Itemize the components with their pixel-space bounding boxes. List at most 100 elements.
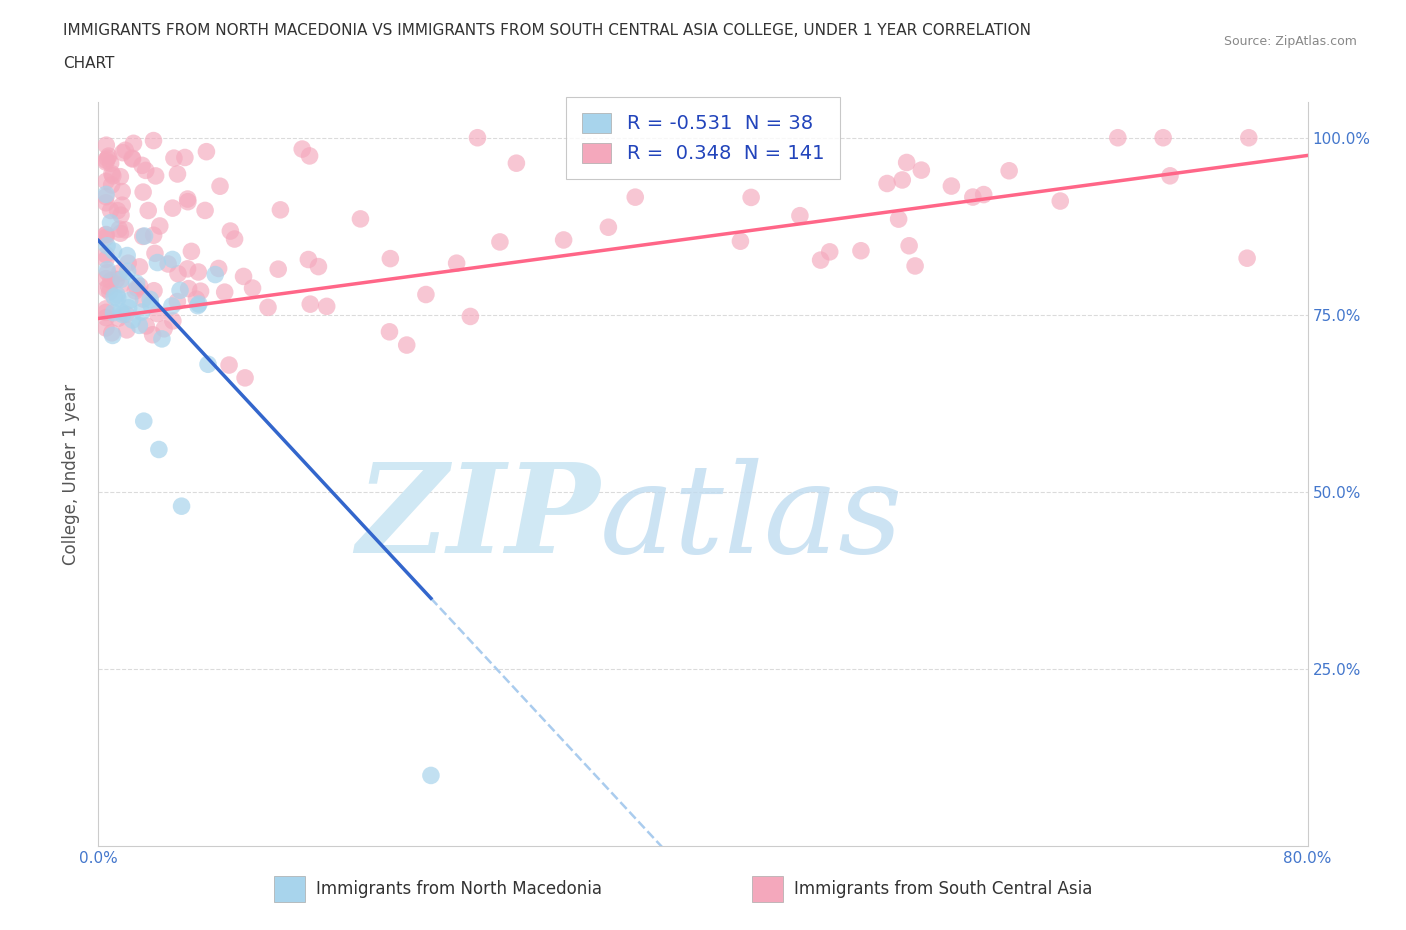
Text: CHART: CHART <box>63 56 115 71</box>
Point <box>208 261 231 276</box>
Point <box>162 252 184 267</box>
Point <box>307 259 329 274</box>
Point <box>177 194 200 209</box>
Point <box>166 294 188 309</box>
Point <box>197 357 219 372</box>
Legend: R = -0.531  N = 38, R =  0.348  N = 141: R = -0.531 N = 38, R = 0.348 N = 141 <box>567 97 839 179</box>
Point <box>115 248 138 263</box>
Point <box>195 144 218 159</box>
Point <box>176 261 198 276</box>
Point <box>94 252 117 267</box>
Point <box>128 259 150 274</box>
Point <box>160 299 183 313</box>
Point <box>143 284 166 299</box>
Point <box>114 143 136 158</box>
Point <box>105 287 128 302</box>
Point <box>118 300 141 315</box>
Point <box>898 238 921 253</box>
Point <box>505 155 527 170</box>
Point <box>111 184 134 199</box>
Point <box>121 151 143 166</box>
Point <box>233 370 256 385</box>
Point <box>108 266 131 281</box>
Point <box>219 223 242 238</box>
Point <box>94 174 117 189</box>
Point <box>149 219 172 233</box>
Point <box>94 195 117 210</box>
Point <box>415 287 437 302</box>
Point <box>142 133 165 148</box>
Point <box>1236 251 1258 266</box>
Point <box>150 331 173 346</box>
Point <box>121 312 143 327</box>
Point <box>232 269 254 284</box>
Point <box>94 282 117 297</box>
Text: Immigrants from North Macedonia: Immigrants from North Macedonia <box>316 880 602 897</box>
Point <box>204 267 226 282</box>
Point <box>107 204 129 219</box>
Point <box>110 226 132 241</box>
Point <box>103 244 125 259</box>
Point <box>142 228 165 243</box>
Point <box>114 222 136 237</box>
Point <box>94 227 117 242</box>
Point <box>131 304 153 319</box>
Point <box>904 259 927 273</box>
Point <box>100 203 122 218</box>
Point <box>176 192 198 206</box>
Point <box>190 284 212 299</box>
Point <box>395 338 418 352</box>
Point <box>598 219 620 234</box>
Point <box>125 281 148 296</box>
Point <box>111 145 134 160</box>
Point <box>110 207 132 222</box>
Point <box>115 323 138 338</box>
Point <box>818 245 841 259</box>
Point <box>224 232 246 246</box>
Point <box>187 299 209 313</box>
Point <box>460 309 482 324</box>
Point <box>100 156 122 171</box>
Text: IMMIGRANTS FROM NORTH MACEDONIA VS IMMIGRANTS FROM SOUTH CENTRAL ASIA COLLEGE, U: IMMIGRANTS FROM NORTH MACEDONIA VS IMMIG… <box>63 23 1031 38</box>
Point <box>94 305 117 320</box>
Point <box>128 279 150 294</box>
Point <box>153 322 176 337</box>
Point <box>111 198 134 213</box>
Point <box>163 151 186 166</box>
Y-axis label: College, Under 1 year: College, Under 1 year <box>62 384 80 565</box>
Point <box>121 152 143 166</box>
Point <box>174 150 197 165</box>
Point <box>103 289 125 304</box>
Point <box>298 149 321 164</box>
Point <box>122 136 145 151</box>
Point <box>97 149 120 164</box>
Point <box>115 307 138 322</box>
Text: Immigrants from South Central Asia: Immigrants from South Central Asia <box>794 880 1092 897</box>
Point <box>896 155 918 170</box>
Point <box>146 306 169 321</box>
Point <box>810 253 832 268</box>
Point <box>98 285 121 299</box>
Point <box>110 304 132 319</box>
Point <box>145 168 167 183</box>
Point <box>94 311 117 325</box>
Point <box>876 176 898 191</box>
Point <box>110 169 132 184</box>
Point <box>101 326 124 340</box>
Point <box>94 272 117 286</box>
Point <box>139 298 162 312</box>
Point <box>107 311 129 325</box>
Point <box>110 272 132 286</box>
Point <box>142 327 165 342</box>
Point <box>162 313 184 328</box>
Point <box>194 203 217 218</box>
Point <box>420 768 443 783</box>
Point <box>887 212 910 227</box>
Point <box>94 227 117 242</box>
Point <box>132 185 155 200</box>
Point <box>170 498 193 513</box>
Point <box>117 264 139 279</box>
Point <box>94 189 117 204</box>
Point <box>1049 193 1071 208</box>
Point <box>962 190 984 205</box>
